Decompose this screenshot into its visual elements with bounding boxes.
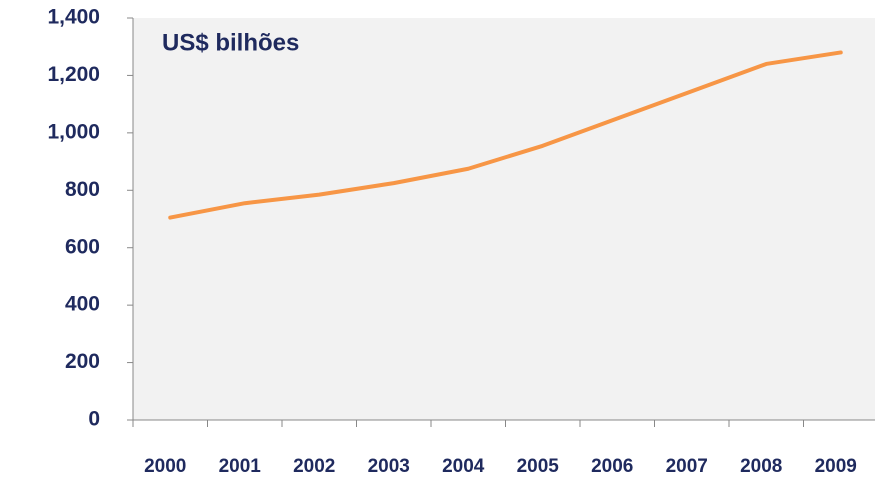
x-tick-label: 2000: [144, 456, 186, 477]
x-tick-label: 2003: [368, 456, 410, 477]
x-tick-label: 2009: [815, 456, 857, 477]
x-tick-label: 2004: [442, 456, 485, 477]
x-tick-label: 2002: [293, 456, 335, 477]
y-tick-label: 600: [65, 235, 100, 258]
y-tick-label: 200: [65, 350, 100, 373]
y-tick-label: 0: [88, 408, 100, 431]
y-tick-label: 800: [65, 178, 100, 201]
x-tick-label: 2006: [591, 456, 633, 477]
y-tick-label: 1,000: [47, 120, 100, 143]
y-tick-label: 1,400: [47, 6, 100, 29]
y-tick-label: 1,200: [47, 63, 100, 86]
x-tick-label: 2005: [517, 456, 560, 477]
x-tick-label: 2001: [219, 456, 262, 477]
plot-area: [133, 18, 875, 420]
chart-title: US$ bilhões: [162, 29, 299, 56]
x-tick-label: 2008: [740, 456, 782, 477]
y-tick-label: 400: [65, 293, 100, 316]
line-series: [168, 50, 843, 220]
x-tick-label: 2007: [666, 456, 708, 477]
